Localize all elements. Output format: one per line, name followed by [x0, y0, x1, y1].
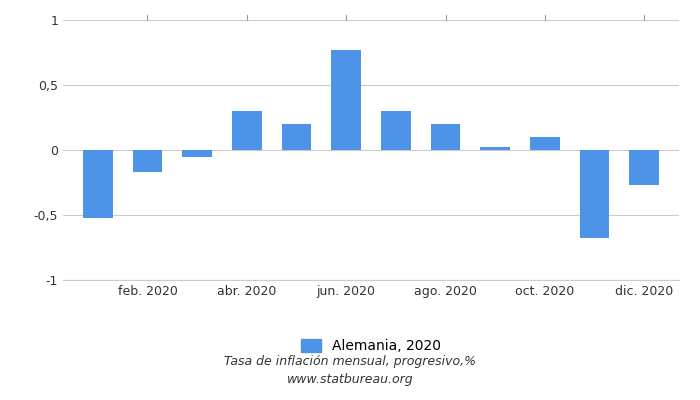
- Bar: [480, 148, 510, 150]
- Bar: [381, 111, 411, 150]
- Bar: [629, 150, 659, 185]
- Bar: [182, 150, 212, 156]
- Bar: [83, 150, 113, 218]
- Bar: [132, 150, 162, 172]
- Legend: Alemania, 2020: Alemania, 2020: [295, 334, 447, 359]
- Bar: [580, 150, 610, 238]
- Text: Tasa de inflación mensual, progresivo,%: Tasa de inflación mensual, progresivo,%: [224, 356, 476, 368]
- Bar: [530, 137, 560, 150]
- Bar: [281, 124, 312, 150]
- Bar: [331, 50, 361, 150]
- Text: www.statbureau.org: www.statbureau.org: [287, 374, 413, 386]
- Bar: [232, 111, 262, 150]
- Bar: [430, 124, 461, 150]
